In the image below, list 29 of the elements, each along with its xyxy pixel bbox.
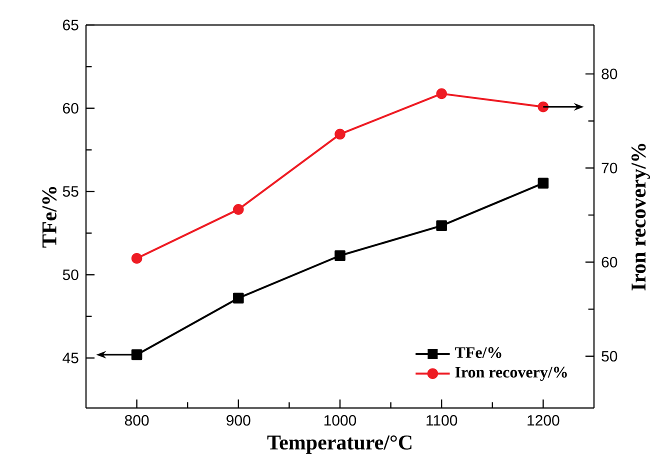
point (436, 88, 447, 100)
point (436, 220, 447, 232)
x-tick-label: 1100 (426, 415, 458, 426)
point (334, 250, 346, 262)
point (538, 101, 549, 112)
y-tick-label: 50 (62, 269, 78, 280)
point (538, 178, 549, 189)
x-tick-label: 800 (124, 415, 149, 426)
x-tick-label: 1000 (324, 415, 356, 426)
y2-axis-title: Iron recovery/% (631, 144, 650, 290)
y-tick-label: 55 (62, 186, 78, 197)
point (131, 252, 142, 264)
point (334, 128, 346, 140)
point (233, 204, 244, 215)
y2-tick-label: 60 (602, 256, 618, 268)
y2-tick-label: 70 (602, 162, 618, 174)
x-tick-label: 900 (226, 415, 250, 426)
point (131, 349, 142, 360)
x-axis-title: Temperature/°C (267, 435, 412, 454)
y-tick-label: 60 (63, 102, 78, 114)
x-tick-label: 1200 (528, 415, 560, 426)
y2-tick-label: 80 (602, 68, 618, 80)
y2-tick-label: 50 (602, 350, 618, 362)
point (233, 292, 244, 304)
y-tick-label: 45 (62, 352, 78, 364)
legend-label: TFe/% (455, 347, 502, 358)
y-axis-title: TFe/% (42, 186, 57, 248)
legend-label: Iron recovery/% (455, 366, 567, 381)
y-tick-label: 65 (63, 20, 78, 30)
